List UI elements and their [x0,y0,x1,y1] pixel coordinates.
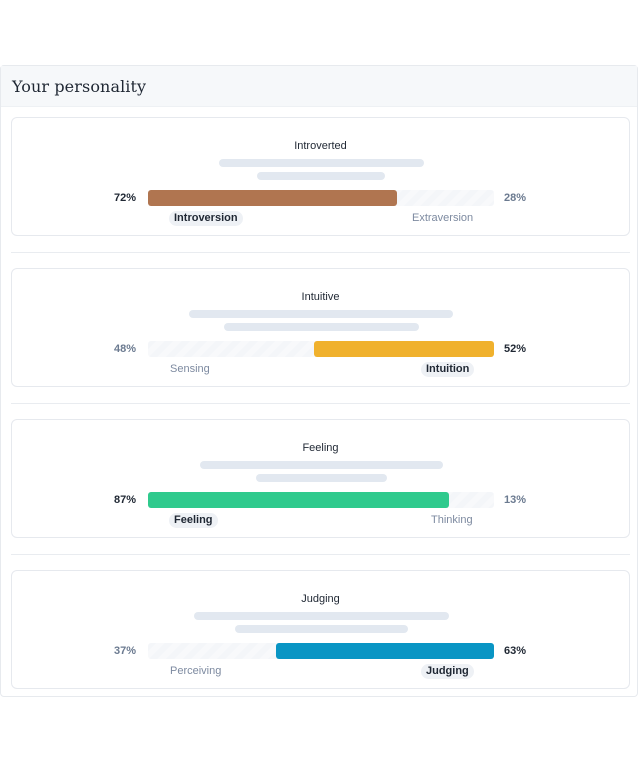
text-placeholder-line [257,172,385,180]
trait-title: Intuitive [301,291,340,303]
trait-fill [314,341,494,357]
trait-track [148,643,494,659]
left-pole-label: Feeling [169,513,218,528]
trait-fill [148,190,397,206]
right-percentage: 28% [504,192,527,204]
personality-panel: Your personality Introverted 72% 28% Int… [0,65,638,697]
text-placeholder-line [235,625,408,633]
text-placeholder-line [219,159,424,167]
trait-track [148,341,494,357]
panel-title: Your personality [12,76,147,96]
text-placeholder-line [200,461,443,469]
right-percentage: 63% [504,645,527,657]
right-pole-label: Intuition [421,362,475,377]
divider [11,252,630,253]
left-pole-label: Perceiving [170,665,222,677]
text-placeholder-line [256,474,387,482]
left-pole-label: Sensing [170,363,210,375]
text-placeholder-line [224,323,419,331]
left-percentage: 87% [113,494,136,506]
divider [11,554,630,555]
trait-card-feeling: Feeling 87% 13% Feeling Thinking [11,419,630,538]
trait-card-judging: Judging 37% 63% Perceiving Judging [11,570,630,689]
trait-title: Feeling [302,442,339,454]
trait-fill [148,492,449,508]
text-placeholder-line [194,612,449,620]
trait-track [148,190,494,206]
trait-title: Judging [301,593,340,605]
left-pole-label: Introversion [169,211,243,226]
trait-fill [276,643,494,659]
trait-card-introverted: Introverted 72% 28% Introversion Extrave… [11,117,630,236]
right-pole-label: Judging [421,664,474,679]
left-percentage: 37% [113,645,136,657]
trait-card-intuitive: Intuitive 48% 52% Sensing Intuition [11,268,630,387]
right-percentage: 52% [504,343,527,355]
text-placeholder-line [189,310,453,318]
trait-title: Introverted [294,140,347,152]
left-percentage: 72% [113,192,136,204]
panel-header: Your personality [1,66,637,107]
right-pole-label: Extraversion [412,212,474,224]
left-percentage: 48% [113,343,136,355]
divider [11,403,630,404]
trait-track [148,492,494,508]
right-percentage: 13% [504,494,527,506]
right-pole-label: Thinking [431,514,473,526]
